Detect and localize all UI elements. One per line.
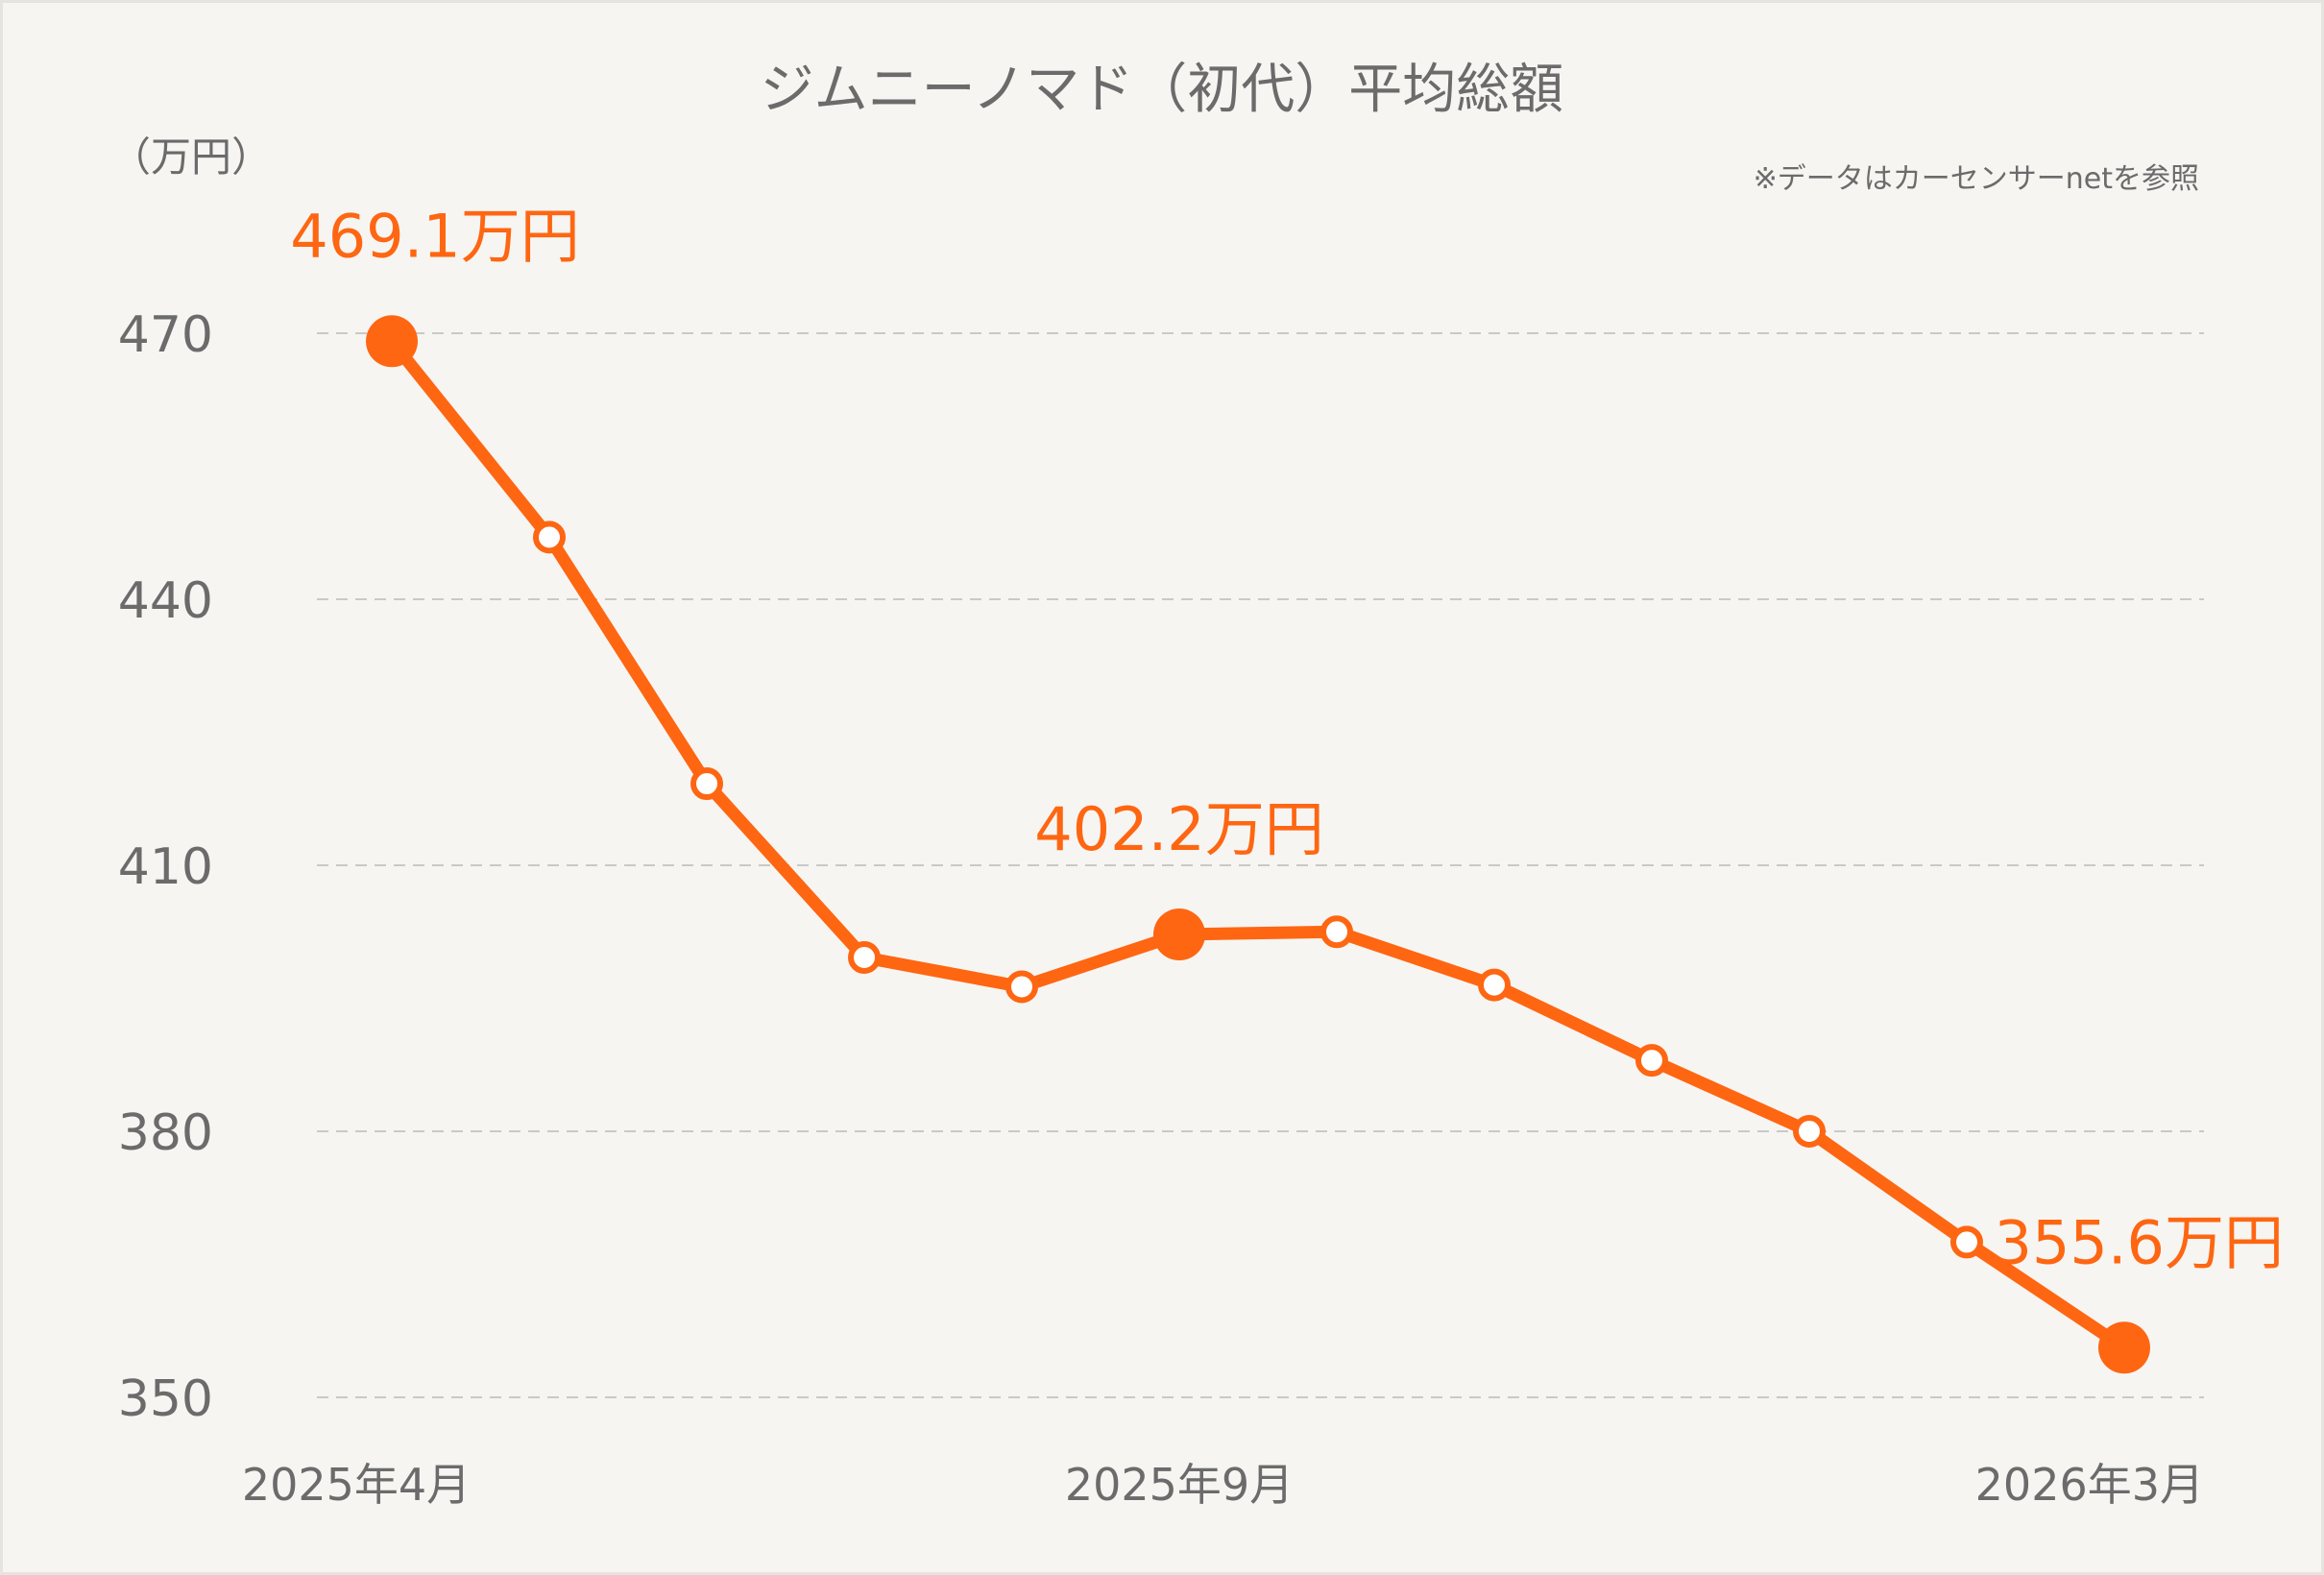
data-labels: 469.1万円 402.2万円 355.6万円 [290, 201, 2284, 1277]
y-tick-label: 350 [118, 1370, 213, 1428]
data-point [533, 521, 566, 554]
y-tick-label: 410 [118, 838, 213, 896]
data-point [1950, 1225, 1983, 1259]
chart-title: ジムニーノマド（初代）平均総額 [761, 59, 1564, 121]
data-point [690, 767, 723, 801]
data-label: 402.2万円 [1034, 794, 1324, 864]
data-points [366, 315, 2150, 1374]
y-tick-label: 470 [118, 306, 213, 364]
data-label: 355.6万円 [1995, 1207, 2285, 1277]
data-point-highlight [366, 315, 418, 368]
data-point-highlight [2098, 1321, 2150, 1374]
series-line [385, 334, 2131, 1354]
data-point [1005, 970, 1038, 1004]
data-point [1793, 1115, 1826, 1148]
source-note: ※データはカーセンサーnetを参照 [1754, 162, 2199, 196]
grid-lines [317, 332, 2204, 1398]
x-tick-label: 2025年9月 [1065, 1459, 1294, 1511]
y-tick-label: 440 [118, 572, 213, 630]
data-label: 469.1万円 [290, 201, 580, 271]
x-tick-label: 2026年3月 [1975, 1459, 2204, 1511]
x-tick-label: 2025年4月 [242, 1459, 471, 1511]
data-point [1478, 968, 1511, 1002]
x-tick-labels: 2025年4月 2025年9月 2026年3月 [242, 1459, 2204, 1511]
data-point [848, 941, 881, 975]
y-axis-unit-label: （万円） [110, 133, 272, 181]
data-point-highlight [1153, 909, 1205, 961]
series-lines [385, 334, 2131, 1354]
y-tick-label: 380 [118, 1104, 213, 1162]
data-point [1320, 915, 1353, 949]
data-point [1635, 1044, 1668, 1078]
y-tick-labels: 350 380 410 440 470 [118, 306, 213, 1428]
